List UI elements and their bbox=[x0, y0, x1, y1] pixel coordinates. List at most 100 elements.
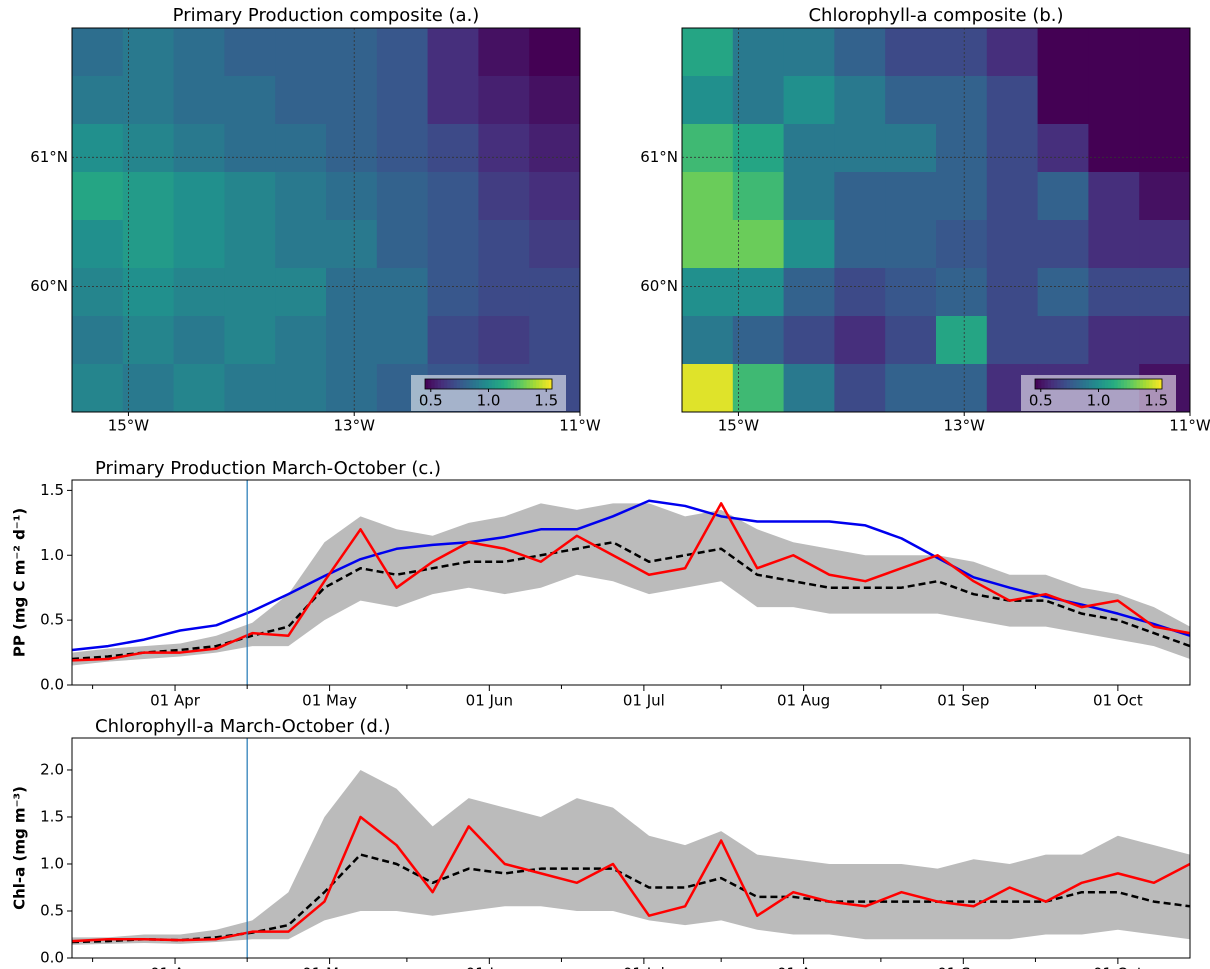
heatmap-cell bbox=[173, 268, 225, 317]
heatmap-cell bbox=[1088, 124, 1140, 173]
heatmap-cell bbox=[224, 220, 276, 269]
heatmap-cell bbox=[783, 124, 835, 173]
heatmap-cell bbox=[122, 316, 175, 365]
heatmap-cell bbox=[173, 316, 225, 365]
colorbar-step bbox=[520, 379, 524, 389]
colorbar-step bbox=[1095, 379, 1099, 389]
heatmap-cell bbox=[478, 172, 530, 221]
x-tick-label: 15°W bbox=[108, 417, 150, 435]
heatmap-cell bbox=[529, 76, 581, 125]
heatmap-cell bbox=[986, 124, 1039, 173]
colorbar-step bbox=[1098, 379, 1103, 389]
colorbar-step bbox=[501, 379, 505, 389]
colorbar-step bbox=[1155, 379, 1160, 389]
colorbar-step bbox=[1139, 379, 1144, 389]
heatmap-cell bbox=[1037, 76, 1089, 125]
y-tick-label: 0.5 bbox=[40, 901, 64, 919]
x-tick-label: 01 Oct bbox=[1093, 965, 1143, 969]
heatmap-cell bbox=[1139, 316, 1191, 365]
range-band bbox=[72, 769, 1190, 945]
heatmap-cell bbox=[529, 28, 581, 77]
heatmap-cell bbox=[275, 220, 327, 269]
heatmap-cell bbox=[326, 172, 378, 221]
heatmap-cell bbox=[427, 268, 479, 317]
colorbar-step bbox=[459, 379, 464, 389]
x-tick-label: 15°W bbox=[718, 417, 760, 435]
heatmap-cell bbox=[936, 124, 988, 173]
plot-area bbox=[72, 499, 1190, 666]
colorbar-step bbox=[1073, 379, 1077, 389]
y-tick-label: 61°N bbox=[30, 148, 68, 166]
heatmap-cell bbox=[427, 28, 479, 77]
heatmap-cell bbox=[173, 28, 225, 77]
y-tick-label: 60°N bbox=[30, 277, 68, 295]
colorbar-step bbox=[1082, 379, 1087, 389]
heatmap-cell bbox=[834, 172, 886, 221]
range-band bbox=[72, 503, 1190, 666]
colorbar-step bbox=[1035, 379, 1039, 389]
heatmap-cell bbox=[986, 172, 1039, 221]
heatmap-cell bbox=[682, 316, 734, 365]
heatmap-cell bbox=[1139, 220, 1191, 269]
y-tick-label: 1.5 bbox=[40, 481, 64, 499]
heatmap-cell bbox=[376, 28, 429, 77]
colorbar-step bbox=[1079, 379, 1084, 389]
heatmap-cell bbox=[936, 268, 988, 317]
colorbar-step bbox=[1114, 379, 1119, 389]
heatmap-cell bbox=[936, 172, 988, 221]
heatmap-cell bbox=[1037, 172, 1089, 221]
heatmap-cell bbox=[275, 268, 327, 317]
colorbar-step bbox=[1158, 379, 1163, 389]
x-tick-label: 01 Aug bbox=[777, 965, 830, 969]
colorbar-step bbox=[539, 379, 543, 389]
colorbar-step bbox=[1047, 379, 1052, 389]
heatmap-cell bbox=[326, 76, 378, 125]
heatmap-cell bbox=[72, 316, 124, 365]
colorbar-step bbox=[498, 379, 502, 389]
heatmap-cell bbox=[834, 316, 886, 365]
y-tick-label: 0.0 bbox=[40, 676, 64, 694]
heatmap-cell bbox=[834, 268, 886, 317]
colorbar-step bbox=[1130, 379, 1134, 389]
colorbar-step bbox=[510, 379, 515, 389]
colorbar-step bbox=[1117, 379, 1122, 389]
colorbar-step bbox=[440, 379, 445, 389]
colorbar-step bbox=[437, 379, 442, 389]
colorbar-step bbox=[1149, 379, 1153, 389]
colorbar-step bbox=[1085, 379, 1090, 389]
heatmap-cell bbox=[275, 172, 327, 221]
heatmap-cell bbox=[478, 28, 530, 77]
heatmap-cell bbox=[986, 28, 1039, 77]
heatmap-cell bbox=[783, 364, 835, 413]
chart-title: Chlorophyll-a composite (b.) bbox=[808, 5, 1063, 26]
y-tick-label: 0.0 bbox=[40, 949, 64, 967]
colorbar-step bbox=[463, 379, 467, 389]
colorbar-step bbox=[1092, 379, 1096, 389]
heatmap-cell bbox=[478, 316, 530, 365]
heatmap-cell bbox=[224, 124, 276, 173]
heatmap-cell bbox=[326, 316, 378, 365]
x-tick-label: 01 Apr bbox=[150, 965, 201, 969]
colorbar-step bbox=[431, 379, 436, 389]
heatmap-cell bbox=[224, 268, 276, 317]
colorbar-step bbox=[1038, 379, 1042, 389]
heatmap-cell bbox=[1139, 268, 1191, 317]
heatmap-cell bbox=[783, 316, 835, 365]
heatmap-cell bbox=[275, 28, 327, 77]
heatmap-cell bbox=[783, 268, 835, 317]
chart-title: Chlorophyll-a March-October (d.) bbox=[95, 716, 391, 737]
heatmap-cell bbox=[275, 316, 327, 365]
heatmap-cell bbox=[732, 76, 785, 125]
heatmap-cell bbox=[224, 172, 276, 221]
heatmap-cell bbox=[936, 76, 988, 125]
heatmap-cell bbox=[529, 124, 581, 173]
heatmap-cell bbox=[682, 364, 734, 413]
heatmap-cell bbox=[936, 220, 988, 269]
colorbar-step bbox=[1050, 379, 1055, 389]
heatmap-cell bbox=[885, 172, 937, 221]
plot-area bbox=[72, 769, 1190, 945]
colorbar-step bbox=[526, 379, 531, 389]
heatmap-cell bbox=[986, 316, 1039, 365]
heatmap-cell bbox=[122, 124, 175, 173]
heatmap-cell bbox=[376, 316, 429, 365]
